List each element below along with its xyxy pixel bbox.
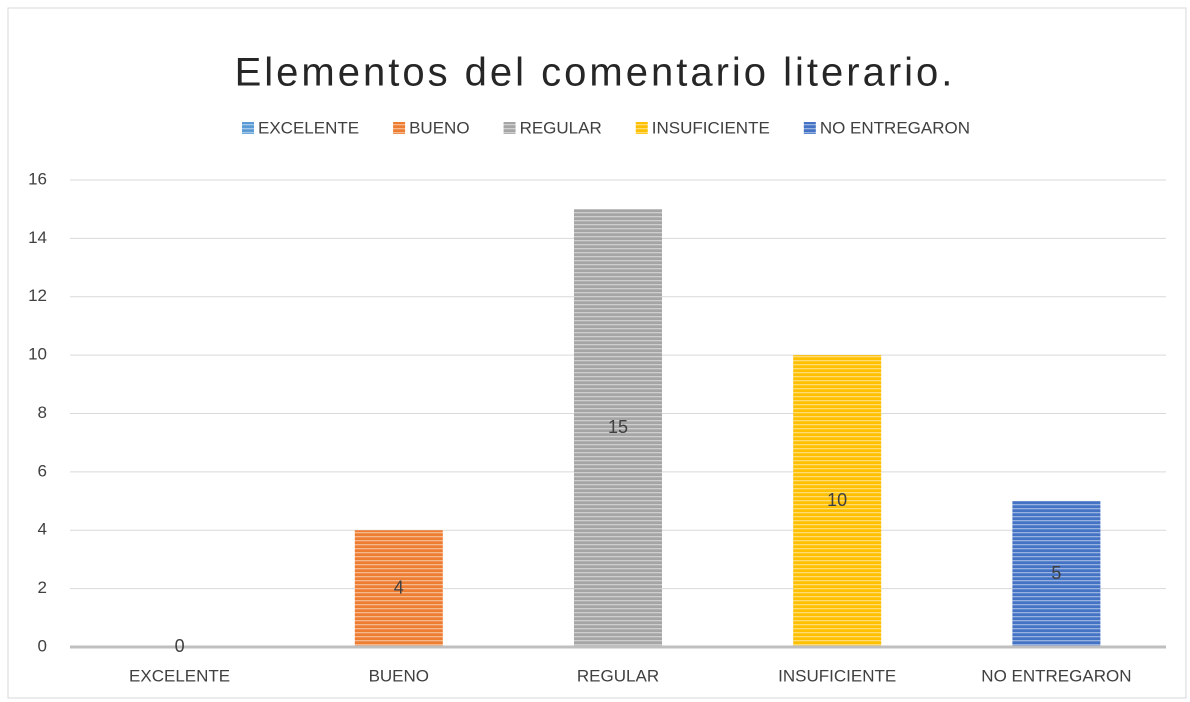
y-tick-label: 0 — [38, 636, 47, 655]
y-tick-label: 10 — [28, 345, 47, 364]
x-tick-label: REGULAR — [577, 666, 659, 685]
legend-label: INSUFICIENTE — [652, 118, 770, 137]
legend-swatch — [803, 122, 816, 134]
legend-swatch — [503, 122, 516, 134]
legend-label: EXCELENTE — [258, 118, 359, 137]
bar — [1012, 501, 1101, 647]
y-tick-label: 4 — [38, 520, 47, 539]
y-tick-label: 6 — [38, 461, 47, 480]
legend-label: BUENO — [409, 118, 469, 137]
x-tick-label: EXCELENTE — [129, 666, 230, 685]
y-tick-label: 8 — [38, 403, 47, 422]
legend-swatch — [242, 122, 254, 134]
y-tick-label: 14 — [28, 228, 47, 247]
y-tick-label: 16 — [28, 169, 47, 188]
y-tick-label: 2 — [38, 578, 47, 597]
bar — [574, 209, 662, 647]
x-tick-label: INSUFICIENTE — [778, 666, 896, 685]
x-tick-label: NO ENTREGARON — [981, 666, 1131, 685]
data-label: 0 — [175, 636, 185, 656]
legend-swatch — [635, 122, 648, 134]
bar — [793, 355, 882, 647]
data-label: 15 — [608, 417, 628, 437]
legend-swatch — [393, 122, 406, 134]
data-label: 5 — [1051, 563, 1061, 583]
x-tick-label: BUENO — [369, 666, 429, 685]
data-label: 4 — [394, 577, 404, 597]
data-label: 10 — [827, 490, 847, 510]
y-tick-label: 12 — [28, 286, 47, 305]
legend-label: REGULAR — [520, 118, 602, 137]
chart-title: Elementos del comentario literario. — [235, 51, 956, 95]
legend: EXCELENTE BUENO REGULAR INSUFICIENTE NO ENTR… — [242, 118, 970, 137]
bar — [354, 530, 443, 647]
legend-label: NO ENTREGARON — [820, 118, 970, 137]
